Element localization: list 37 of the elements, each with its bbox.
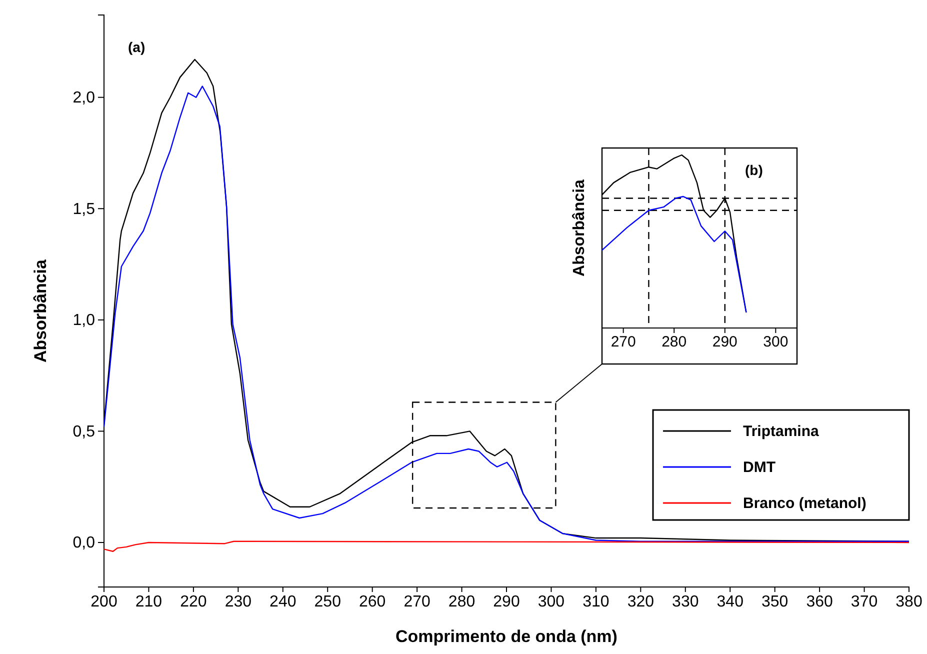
y-axis-title: Absorbância	[571, 179, 588, 276]
x-tick-label: 200	[90, 593, 118, 610]
annotation: (b)	[745, 162, 763, 178]
y-tick-label: 2,0	[72, 89, 96, 106]
x-tick-label: 300	[538, 593, 565, 610]
y-tick-label: 0,0	[72, 534, 96, 552]
y-tick-label: 1,0	[72, 312, 96, 330]
x-tick-label: 290	[493, 593, 520, 610]
x-tick-label: 270	[610, 334, 636, 351]
y-tick-label: 0,5	[72, 423, 96, 440]
x-tick-label: 230	[224, 593, 252, 610]
x-tick-label: 280	[448, 593, 476, 610]
x-tick-label: 290	[712, 334, 738, 351]
x-tick-label: 360	[806, 593, 833, 610]
x-tick-label: 350	[761, 593, 788, 610]
y-tick-label: 1,5	[72, 200, 96, 218]
x-tick-label: 310	[582, 593, 610, 610]
legend-label: Branco (metanol)	[743, 495, 866, 512]
legend-label: Triptamina	[743, 423, 820, 440]
x-axis-title: Comprimento de onda (nm)	[396, 627, 618, 646]
x-tick-label: 210	[135, 593, 162, 610]
x-tick-label: 380	[896, 593, 922, 610]
x-tick-label: 330	[672, 593, 699, 610]
legend-label: DMT	[743, 459, 776, 476]
x-tick-label: 320	[627, 593, 654, 610]
x-tick-label: 240	[270, 593, 296, 610]
x-tick-label: 220	[180, 593, 207, 610]
x-tick-label: 250	[314, 593, 342, 610]
x-tick-label: 270	[404, 593, 430, 610]
y-axis-title: Absorbância	[31, 258, 50, 362]
x-tick-label: 340	[716, 593, 744, 610]
x-tick-label: 370	[850, 593, 878, 610]
x-tick-label: 300	[763, 334, 788, 351]
line-series	[104, 540, 909, 552]
annotation: (a)	[128, 39, 146, 55]
x-tick-label: 280	[662, 334, 687, 351]
x-tick-label: 260	[358, 593, 386, 610]
